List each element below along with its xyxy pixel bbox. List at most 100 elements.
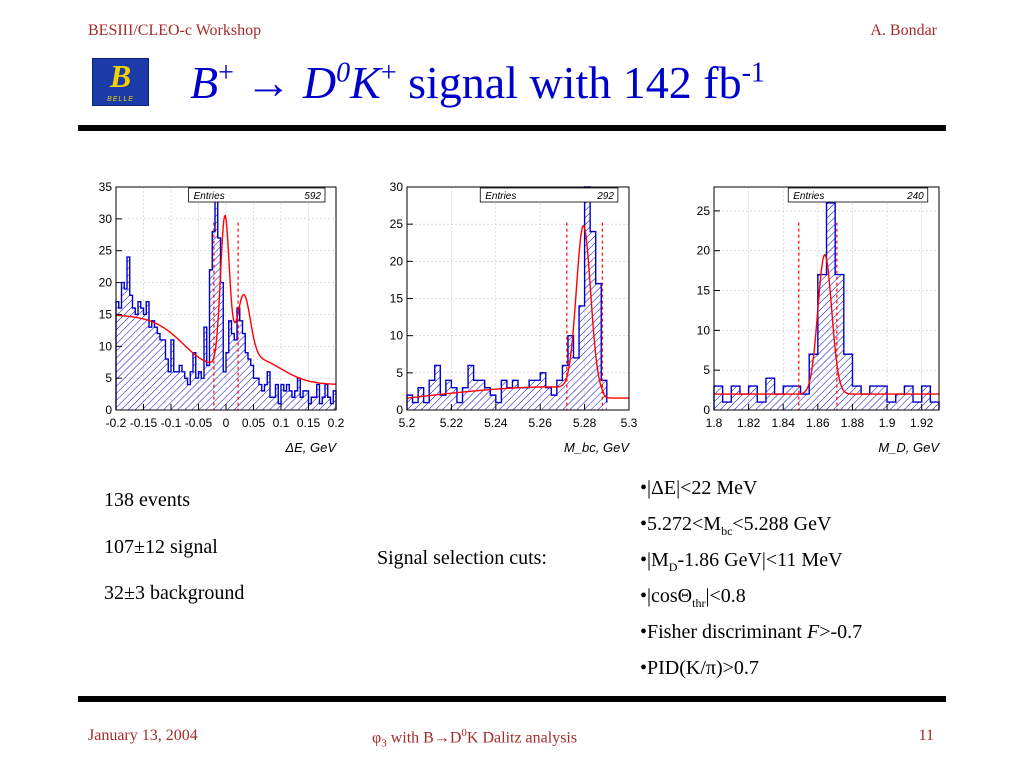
- histogram-bin: [473, 380, 480, 410]
- histogram-bin: [118, 308, 122, 410]
- histogram-bin: [305, 390, 309, 410]
- x-tick-label: 1.8: [706, 416, 723, 430]
- histogram-bin: [234, 339, 237, 410]
- x-tick-label: 0.1: [273, 416, 290, 430]
- histogram-bin: [248, 359, 251, 410]
- stat-background: 32±3 background: [104, 582, 245, 604]
- x-tick-label: -0.1: [161, 416, 182, 430]
- histogram-bin: [887, 402, 896, 410]
- y-tick-label: 5: [396, 366, 403, 380]
- y-tick-label: 10: [99, 339, 113, 353]
- y-tick-label: 15: [99, 307, 113, 321]
- delta-e-svg: 0 5 10 15 20 25 30 35 -0.2 -0.15 -0.1 -0.05 0 0.05 0.1…: [99, 180, 345, 455]
- histogram-bin: [162, 339, 166, 410]
- histogram-bin: [311, 397, 314, 410]
- histogram-bin: [800, 394, 810, 410]
- y-tick-label: 15: [697, 284, 711, 298]
- cut-pid: •PID(K/π)>0.7: [640, 657, 759, 679]
- x-tick-label: 1.88: [841, 416, 865, 430]
- x-tick-label: 1.9: [879, 416, 896, 430]
- x-tick-label: 1.92: [910, 416, 934, 430]
- histogram-bin: [518, 387, 524, 410]
- histogram-bin: [289, 390, 292, 410]
- histogram-bin: [215, 199, 218, 410]
- histogram-bin: [261, 390, 265, 410]
- histogram-bin: [512, 380, 518, 410]
- histogram-bin: [292, 397, 295, 410]
- header-author: A. Bondar: [870, 22, 937, 39]
- cut-fisher: •Fisher discriminant F>-0.7: [640, 621, 863, 643]
- md-svg: 0 5 10 15 20 25 1.8 1.82 1.84 1.86 1.88 1.9 1.92 M_D,…: [697, 186, 940, 455]
- footer-page-number: 11: [918, 727, 934, 744]
- histogram-bin: [579, 305, 585, 410]
- histogram-bin: [149, 327, 152, 410]
- cuts-list: •|ΔE|<22 MeV •5.272<Mbc<5.288 GeV •|MD-1…: [640, 470, 862, 686]
- histogram-bin: [129, 295, 133, 410]
- histogram-bin: [468, 365, 474, 410]
- histogram-bin: [445, 380, 452, 410]
- stats-entries-label: Entries: [194, 191, 225, 202]
- histogram-bin: [116, 301, 119, 410]
- histogram-bin: [330, 403, 334, 410]
- histogram-bin: [151, 320, 155, 410]
- histogram-bin: [495, 402, 502, 410]
- cut-delta-e: •|ΔE|<22 MeV: [640, 477, 758, 499]
- histogram-bin: [333, 390, 336, 410]
- cut-md: •|MD-1.86 GeV|<11 MeV: [640, 549, 843, 574]
- histogram-bin: [748, 386, 758, 410]
- histogram-bin: [165, 359, 169, 410]
- y-tick-label: 15: [390, 292, 404, 306]
- histogram-bin: [270, 397, 273, 410]
- fit-curve: [714, 253, 939, 395]
- histogram-bin: [124, 288, 127, 410]
- histogram-bin: [297, 378, 301, 410]
- plot-frame: [713, 186, 940, 411]
- histogram-bin: [127, 257, 130, 410]
- histogram-bin: [739, 394, 749, 410]
- histogram-bin: [173, 371, 177, 410]
- histogram-bin: [278, 403, 281, 410]
- top-rule: [78, 125, 946, 131]
- stats-entries-label: Entries: [793, 191, 824, 202]
- histogram-bin: [146, 301, 149, 410]
- histogram-bin: [529, 380, 535, 410]
- cut-mbc: •5.272<Mbc<5.288 GeV: [640, 513, 832, 538]
- x-tick-label: 1.84: [772, 416, 796, 430]
- histogram-bin: [204, 327, 207, 410]
- y-tick-label: 20: [390, 254, 404, 268]
- histogram-bin: [135, 314, 138, 410]
- x-axis-label: ΔE, GeV: [284, 440, 337, 455]
- histogram-bin: [138, 301, 141, 410]
- histogram-bin: [501, 380, 507, 410]
- x-tick-label: 5.22: [440, 416, 464, 430]
- stats-box: [188, 187, 326, 203]
- histogram-bin: [714, 386, 723, 410]
- histogram-bin: [179, 365, 182, 410]
- histogram-bin: [490, 395, 496, 410]
- histogram-bin: [132, 308, 136, 410]
- histogram-bin: [484, 387, 491, 410]
- histogram-bin: [300, 397, 303, 410]
- stats-entries-value: 592: [304, 191, 321, 202]
- histogram-bin: [272, 397, 276, 410]
- stat-events: 138 events: [104, 489, 191, 511]
- histogram-bin: [209, 269, 213, 410]
- histogram-bin: [757, 402, 766, 410]
- histogram-bin: [237, 308, 240, 410]
- histogram-bin: [440, 395, 446, 410]
- y-tick-label: 10: [697, 323, 711, 337]
- histogram-bin: [852, 386, 862, 410]
- histogram-bin: [154, 327, 158, 410]
- x-tick-label: 0: [223, 416, 230, 430]
- fit-curve: [406, 225, 629, 399]
- x-tick-label: 1.82: [737, 416, 761, 430]
- histogram-bin: [294, 390, 298, 410]
- x-tick-label: 5.3: [621, 416, 638, 430]
- slide-title: B+ → D0K+ signal with 142 fb-1: [190, 57, 765, 108]
- histogram-bin: [913, 402, 922, 410]
- histogram-bin: [545, 387, 552, 410]
- x-tick-label: 5.24: [484, 416, 508, 430]
- stats-entries-value: 292: [596, 191, 614, 202]
- histogram-bin: [407, 395, 413, 410]
- histogram-bin: [231, 333, 235, 410]
